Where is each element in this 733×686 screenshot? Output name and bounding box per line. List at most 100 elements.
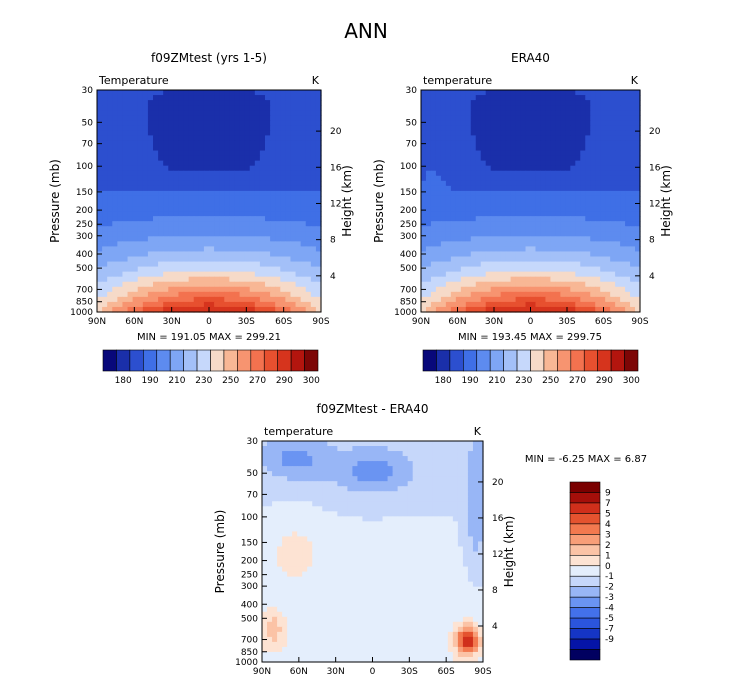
heatmap-cell — [425, 226, 432, 232]
heatmap-cell — [305, 135, 312, 142]
heatmap-cell — [310, 206, 317, 212]
heatmap-cell — [575, 185, 581, 192]
heatmap-cell — [282, 551, 288, 558]
heatmap-cell — [117, 145, 124, 152]
heatmap-cell — [229, 306, 236, 313]
heatmap-cell — [615, 236, 621, 242]
heatmap-cell — [137, 281, 144, 288]
heatmap-cell — [168, 140, 174, 147]
heatmap-cell — [485, 206, 492, 212]
heatmap-cell — [630, 195, 636, 202]
heatmap-cell — [475, 236, 482, 242]
heatmap-cell — [630, 125, 636, 131]
heatmap-cell — [285, 216, 292, 222]
heatmap-cell — [585, 160, 591, 167]
heatmap-cell — [585, 301, 591, 308]
heatmap-cell — [485, 110, 492, 116]
heatmap-cell — [525, 216, 532, 222]
heatmap-cell — [432, 501, 439, 507]
heatmap-cell — [107, 130, 113, 137]
heatmap-cell — [270, 150, 276, 157]
heatmap-cell — [635, 211, 641, 217]
heatmap-cell — [209, 236, 215, 242]
heatmap-cell — [117, 100, 124, 106]
heatmap-cell — [153, 110, 159, 116]
heatmap-cell — [300, 206, 307, 212]
heatmap-cell — [565, 175, 571, 182]
heatmap-cell — [535, 251, 542, 258]
heatmap-cell — [535, 105, 542, 111]
heatmap-cell — [545, 140, 552, 147]
heatmap-cell — [455, 160, 462, 167]
heatmap-cell — [530, 296, 537, 303]
heatmap-cell — [515, 110, 522, 116]
heatmap-cell — [173, 211, 180, 217]
heatmap-cell — [620, 125, 626, 131]
heatmap-cell — [209, 165, 215, 172]
heatmap-cell — [515, 175, 522, 182]
heatmap-cell — [387, 526, 394, 533]
heatmap-cell — [224, 195, 230, 202]
heatmap-cell — [112, 190, 118, 197]
heatmap-cell — [147, 306, 154, 313]
heatmap-cell — [442, 506, 449, 512]
heatmap-cell — [249, 246, 256, 253]
heatmap-cell — [500, 261, 507, 268]
heatmap-cell — [397, 516, 404, 522]
heatmap-cell — [425, 180, 432, 187]
heatmap-cell — [224, 236, 230, 242]
heatmap-cell — [575, 236, 581, 242]
heatmap-cell — [219, 256, 225, 263]
heatmap-cell — [480, 170, 487, 177]
heatmap-cell — [317, 496, 323, 502]
heatmap-cell — [525, 256, 532, 263]
heatmap-cell — [560, 110, 566, 116]
heatmap-cell — [327, 446, 333, 452]
heatmap-cell — [107, 140, 113, 147]
heatmap-cell — [480, 125, 487, 131]
heatmap-cell — [540, 150, 547, 157]
heatmap-cell — [362, 476, 369, 482]
heatmap-cell — [219, 160, 225, 167]
heatmap-cell — [310, 105, 317, 111]
heatmap-cell — [254, 190, 261, 197]
heatmap-cell — [505, 190, 512, 197]
heatmap-cell — [495, 266, 502, 273]
heatmap-cell — [525, 251, 532, 258]
heatmap-cell — [432, 546, 439, 553]
heatmap-cell — [203, 130, 210, 137]
heatmap-cell — [362, 471, 369, 477]
heatmap-cell — [188, 211, 195, 217]
heatmap-cell — [445, 226, 452, 232]
heatmap-cell — [460, 100, 467, 106]
heatmap-cell — [600, 115, 606, 121]
heatmap-cell — [555, 110, 561, 116]
heatmap-cell — [132, 286, 139, 293]
heatmap-cell — [327, 471, 333, 477]
heatmap-cell — [168, 170, 174, 177]
heatmap-cell — [193, 241, 200, 248]
heatmap-cell — [292, 531, 298, 538]
heatmap-cell — [290, 125, 297, 131]
heatmap-cell — [477, 526, 484, 533]
heatmap-cell — [490, 180, 497, 187]
heatmap-cell — [535, 276, 542, 283]
heatmap-cell — [158, 180, 164, 187]
heatmap-cell — [107, 125, 113, 131]
heatmap-cell — [203, 201, 210, 207]
heatmap-cell — [540, 261, 547, 268]
heatmap-cell — [127, 251, 134, 258]
heatmap-cell — [209, 185, 215, 192]
heatmap-cell — [440, 150, 447, 157]
heatmap-cell — [580, 140, 586, 147]
heatmap-cell — [229, 185, 236, 192]
heatmap-cell — [352, 486, 359, 492]
heatmap-cell — [239, 185, 246, 192]
heatmap-cell — [142, 140, 149, 147]
heatmap-cell — [545, 190, 552, 197]
heatmap-cell — [372, 441, 379, 447]
heatmap-cell — [168, 246, 174, 253]
heatmap-cell — [540, 221, 547, 227]
heatmap-cell — [510, 170, 517, 177]
